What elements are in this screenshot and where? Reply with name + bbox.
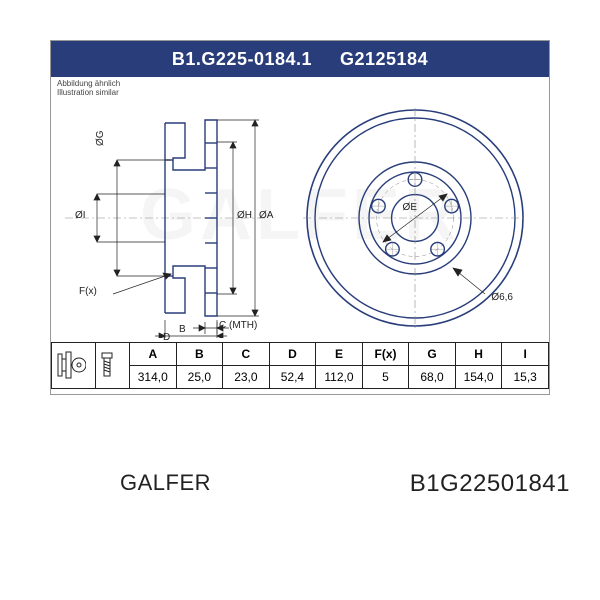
td-C: 23,0 bbox=[223, 365, 270, 388]
th-H: H bbox=[455, 342, 502, 365]
td-G: 68,0 bbox=[409, 365, 456, 388]
th-E: E bbox=[316, 342, 363, 365]
bolt-icon bbox=[96, 350, 118, 380]
td-D: 52,4 bbox=[269, 365, 316, 388]
label-d66: Ø6,6 bbox=[491, 292, 513, 303]
diagram-area: GALFER bbox=[51, 98, 549, 342]
spec-table: A B C D E F(x) G H I 314,0 25,0 23,0 52,… bbox=[51, 342, 549, 389]
subtitle-line2: Illustration similar bbox=[57, 89, 543, 98]
th-D: D bbox=[269, 342, 316, 365]
label-phiA: ØA bbox=[259, 210, 273, 221]
label-phiH: ØH bbox=[237, 210, 252, 221]
subtitle-line1: Abbildung ähnlich bbox=[57, 80, 543, 89]
label-phiG: ØG bbox=[95, 130, 106, 146]
th-I: I bbox=[502, 342, 549, 365]
header-code-2: G2125184 bbox=[340, 49, 428, 70]
rotor-icon bbox=[52, 350, 86, 380]
label-D: D bbox=[163, 332, 170, 343]
spec-header-row: A B C D E F(x) G H I bbox=[52, 342, 549, 365]
th-G: G bbox=[409, 342, 456, 365]
th-B: B bbox=[176, 342, 223, 365]
spec-card: B1.G225-0184.1 G2125184 Abbildung ähnlic… bbox=[50, 40, 550, 395]
td-E: 112,0 bbox=[316, 365, 363, 388]
label-Fx: F(x) bbox=[79, 286, 97, 297]
bolt-icon-cell bbox=[96, 342, 130, 388]
label-C: C (MTH) bbox=[219, 320, 257, 331]
th-A: A bbox=[130, 342, 177, 365]
td-B: 25,0 bbox=[176, 365, 223, 388]
brand-label: GALFER bbox=[120, 470, 211, 496]
th-Fx: F(x) bbox=[362, 342, 409, 365]
label-phiI: ØI bbox=[75, 210, 86, 221]
rotor-icon-cell bbox=[52, 342, 96, 388]
td-A: 314,0 bbox=[130, 365, 177, 388]
th-C: C bbox=[223, 342, 270, 365]
td-I: 15,3 bbox=[502, 365, 549, 388]
label-phiE: ØE bbox=[403, 202, 417, 213]
header-bar: B1.G225-0184.1 G2125184 bbox=[51, 41, 549, 77]
header-code-1: B1.G225-0184.1 bbox=[172, 49, 312, 70]
subtitle: Abbildung ähnlich Illustration similar bbox=[51, 77, 549, 98]
part-number: B1G22501841 bbox=[410, 470, 570, 498]
label-B: B bbox=[179, 324, 186, 335]
td-Fx: 5 bbox=[362, 365, 409, 388]
td-H: 154,0 bbox=[455, 365, 502, 388]
